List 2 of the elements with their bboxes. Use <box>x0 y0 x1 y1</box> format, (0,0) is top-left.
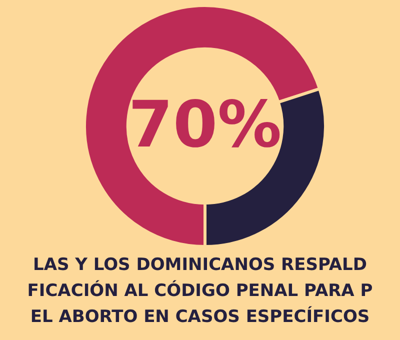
text: LAS Y LOS DOMINICANOS RESPALD FICACIÓN AL CÓDIGO PENAL PARA P EL ABORTO EN CASOS ESPECÍFICOS <box>26 254 374 329</box>
data-label: 70% <box>128 88 282 163</box>
